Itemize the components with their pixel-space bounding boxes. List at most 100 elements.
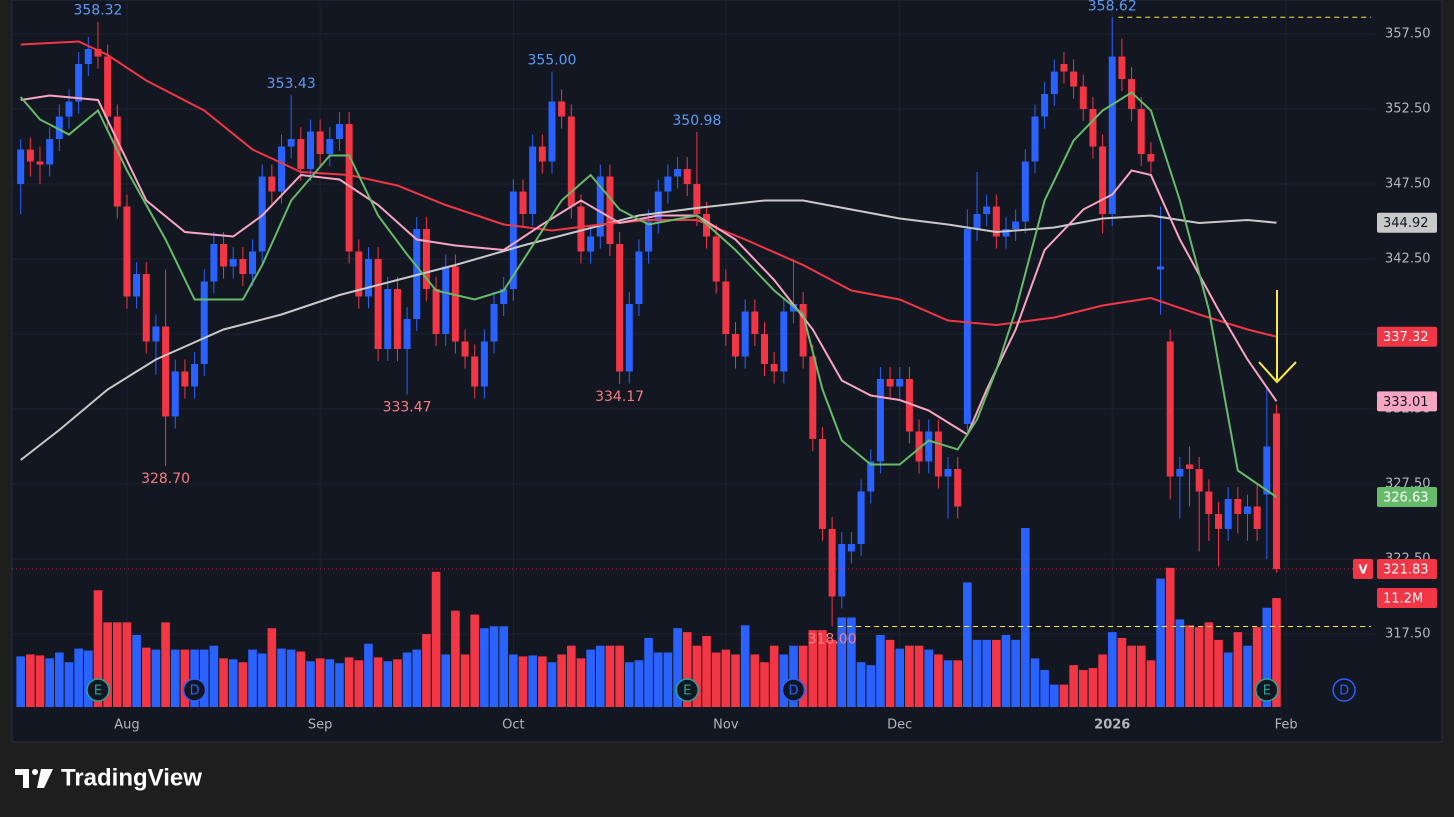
candle-body bbox=[403, 319, 411, 350]
volume-bar bbox=[64, 662, 74, 707]
candle-body bbox=[133, 274, 141, 297]
candles bbox=[17, 17, 1280, 627]
volume-bar bbox=[1001, 634, 1011, 707]
candle-body bbox=[113, 116, 121, 207]
volume-bar bbox=[296, 651, 306, 707]
volume-bar bbox=[1136, 645, 1146, 707]
x-tick-label: 2026 bbox=[1094, 718, 1130, 733]
x-tick-label: Aug bbox=[114, 718, 139, 733]
candle-body bbox=[712, 236, 720, 282]
candle-body bbox=[500, 289, 508, 305]
volume-bar bbox=[1059, 684, 1069, 707]
price-tag bbox=[1377, 588, 1437, 609]
candle-body bbox=[1050, 71, 1058, 95]
volume-bar bbox=[595, 645, 605, 707]
moving-average-line bbox=[19, 91, 1278, 498]
volume-bar bbox=[711, 652, 721, 707]
volume-bar bbox=[286, 649, 296, 707]
candle-body bbox=[587, 236, 595, 252]
event-marker bbox=[182, 678, 207, 702]
volume-bar bbox=[856, 662, 866, 707]
volume-bar bbox=[1194, 627, 1204, 707]
volume-bar bbox=[827, 639, 837, 707]
candle-body bbox=[104, 56, 112, 117]
volume-bar bbox=[1030, 658, 1040, 707]
y-tick-label: 317.50 bbox=[1385, 626, 1431, 641]
volume-bar bbox=[663, 652, 673, 707]
brand-logo bbox=[15, 769, 53, 788]
volume-bar bbox=[373, 657, 383, 707]
candle-body bbox=[954, 468, 962, 507]
candle-body bbox=[384, 289, 392, 350]
volume-bar bbox=[1165, 567, 1175, 707]
axes: 357.50352.50347.50342.50337.50332.50327.… bbox=[114, 27, 1437, 733]
candle-body bbox=[934, 431, 942, 477]
volume-bar bbox=[1223, 652, 1233, 707]
price-tag bbox=[1377, 487, 1437, 508]
volume-bar bbox=[238, 662, 248, 707]
candle-body bbox=[278, 146, 286, 192]
event-label: E bbox=[683, 684, 691, 699]
candle-body bbox=[992, 206, 1000, 237]
candle-body bbox=[983, 206, 991, 215]
volume-bar bbox=[1214, 639, 1223, 707]
extreme-label: 318.00 bbox=[808, 631, 857, 647]
candle-body bbox=[249, 251, 257, 275]
candle-body bbox=[364, 259, 372, 297]
candle-body bbox=[876, 378, 884, 462]
candle-body bbox=[229, 259, 237, 267]
volume-bar bbox=[1069, 665, 1078, 707]
volume-bar bbox=[335, 663, 344, 707]
candle-body bbox=[1215, 513, 1223, 529]
volume-bar bbox=[170, 649, 180, 707]
volume-bar bbox=[750, 654, 760, 707]
candle-body bbox=[1234, 498, 1242, 514]
candle-body bbox=[509, 191, 517, 290]
volume-bar bbox=[1107, 632, 1117, 707]
volume-bar bbox=[228, 659, 238, 707]
volume-bar bbox=[740, 625, 750, 707]
volume-bar bbox=[1185, 625, 1194, 707]
price-tag-label: 326.63 bbox=[1383, 491, 1429, 506]
candle-body bbox=[1002, 229, 1010, 237]
chart-panel bbox=[11, 0, 1443, 743]
volume-bar bbox=[721, 649, 731, 707]
candle-body bbox=[1224, 498, 1232, 529]
annotation-arrow bbox=[1258, 290, 1297, 384]
volume-bar bbox=[586, 649, 595, 707]
arrow-head bbox=[1258, 361, 1297, 384]
candle-body bbox=[683, 169, 691, 185]
candle-body bbox=[17, 149, 25, 185]
y-tick-label: 357.50 bbox=[1385, 27, 1431, 42]
candle-body bbox=[181, 371, 189, 387]
event-marker bbox=[675, 678, 699, 702]
candle-body bbox=[345, 124, 353, 252]
candle-body bbox=[760, 334, 768, 364]
logo-mark bbox=[15, 769, 29, 788]
volume-bar bbox=[161, 622, 170, 707]
candle-body bbox=[171, 371, 179, 417]
candle-body bbox=[335, 124, 343, 140]
volume-bar bbox=[1021, 527, 1030, 707]
extreme-label: 334.17 bbox=[595, 389, 644, 405]
candle-body bbox=[693, 184, 701, 215]
volume-bar bbox=[1088, 668, 1098, 707]
volume-bar bbox=[866, 665, 876, 707]
candle-body bbox=[529, 146, 537, 215]
candle-body bbox=[471, 356, 479, 387]
candle-body bbox=[1099, 146, 1107, 215]
volume-bar bbox=[219, 658, 228, 707]
volume-bar bbox=[509, 654, 518, 707]
volume bbox=[16, 527, 1281, 707]
volume-bar bbox=[277, 648, 286, 707]
y-tick-label: 342.50 bbox=[1385, 252, 1431, 267]
logo-mark bbox=[37, 769, 53, 788]
volume-bar bbox=[74, 648, 83, 707]
moving-average-line bbox=[20, 40, 1277, 338]
volume-bar bbox=[267, 628, 277, 707]
candle-body bbox=[645, 221, 653, 252]
volume-bar bbox=[692, 645, 702, 707]
volume-bar bbox=[112, 622, 122, 707]
volume-bar bbox=[180, 649, 190, 707]
volume-bar bbox=[257, 653, 267, 707]
